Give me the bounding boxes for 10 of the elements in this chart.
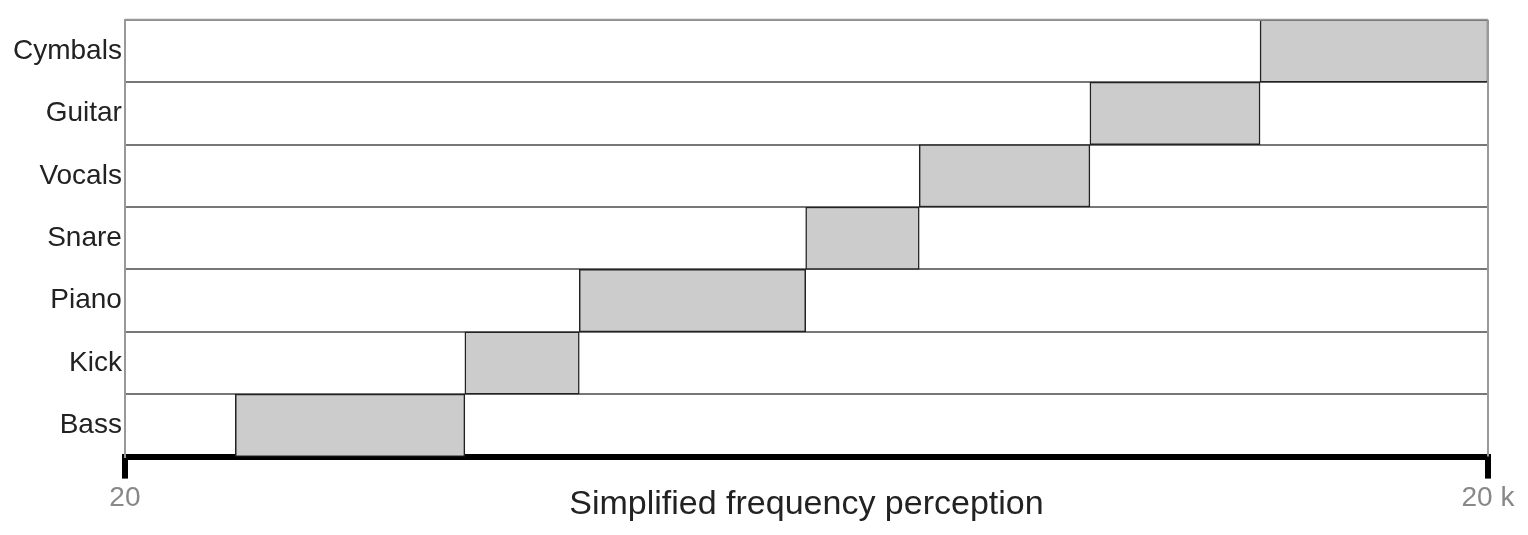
x-tick-label: 20 k bbox=[1461, 481, 1516, 513]
y-tick-label: Snare bbox=[47, 220, 122, 252]
y-tick-label: Guitar bbox=[45, 96, 122, 128]
y-tick-label: Vocals bbox=[39, 158, 122, 190]
y-tick-label: Cymbals bbox=[12, 33, 122, 65]
y-tick-label: Kick bbox=[69, 345, 123, 377]
y-tick-label: Bass bbox=[59, 408, 122, 440]
x-tick-label: 20 bbox=[109, 481, 141, 513]
x-axis-title: Simplified frequency perception bbox=[569, 482, 1044, 521]
y-tick-label: Piano bbox=[50, 283, 122, 315]
